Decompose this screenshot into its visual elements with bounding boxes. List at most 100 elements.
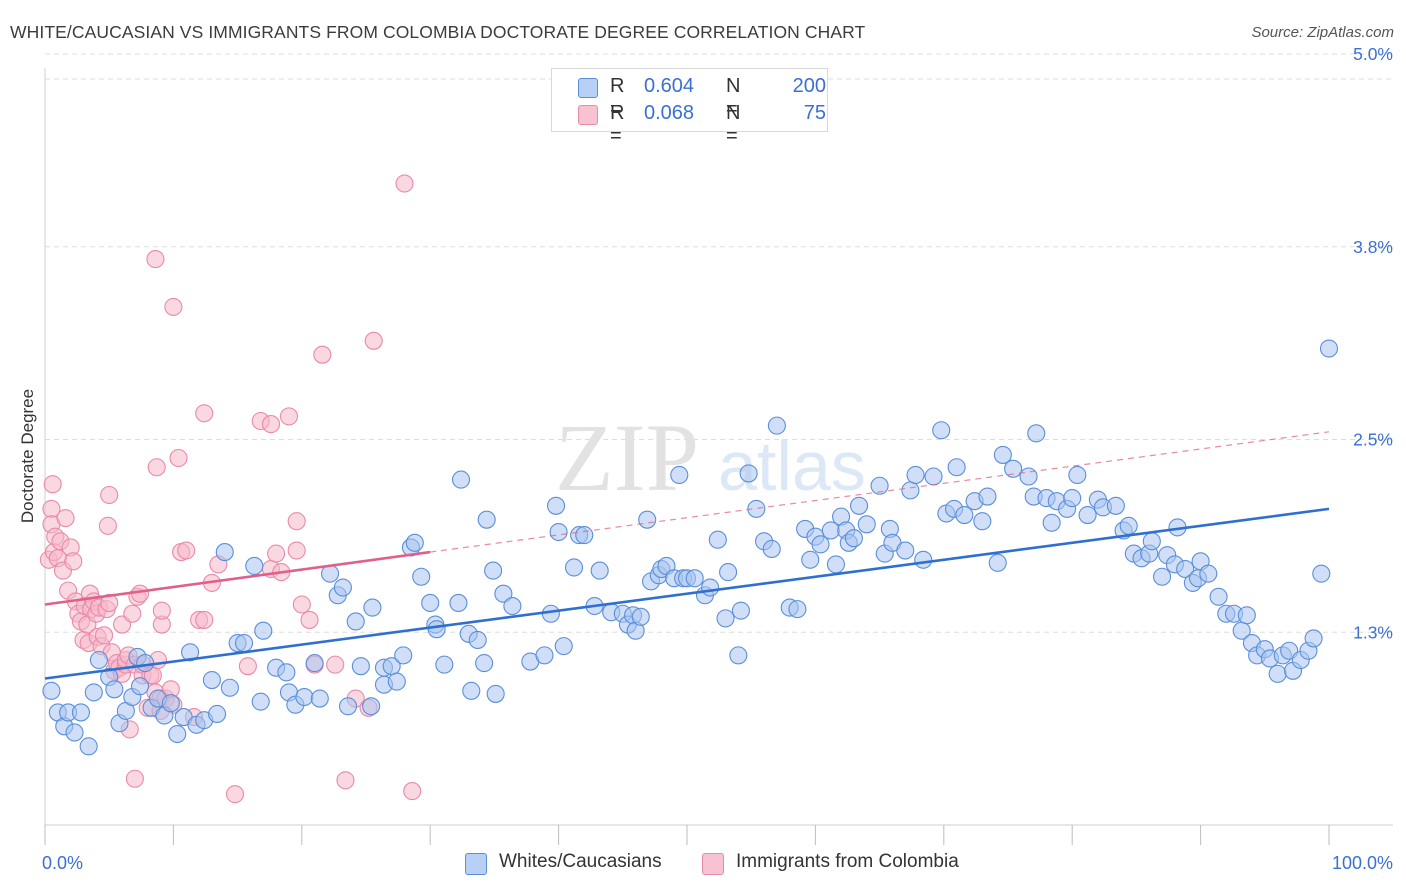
data-point-whites xyxy=(475,654,494,673)
legend-n-label: N = xyxy=(726,75,741,120)
legend-r-label: R = xyxy=(610,102,625,147)
data-point-immigrants xyxy=(177,541,196,560)
data-point-whites xyxy=(1078,506,1097,525)
data-point-whites xyxy=(1153,567,1172,586)
data-point-whites xyxy=(955,506,974,525)
data-point-whites xyxy=(1237,606,1256,625)
data-point-whites xyxy=(801,550,820,569)
chart-title: WHITE/CAUCASIAN VS IMMIGRANTS FROM COLOM… xyxy=(10,22,866,42)
data-point-whites xyxy=(451,470,471,489)
data-point-whites xyxy=(739,464,758,483)
tick-labels: 1.3% 2.5% 3.8% 5.0% 0.0% 100.0% xyxy=(42,44,1393,873)
y-tick-label: 5.0% xyxy=(1353,44,1393,64)
data-point-immigrants xyxy=(123,604,142,623)
y-tick-label: 2.5% xyxy=(1353,430,1393,450)
legend-n-label: N = xyxy=(726,102,741,147)
data-point-whites xyxy=(1268,664,1287,683)
data-point-whites xyxy=(762,539,781,559)
data-point-whites xyxy=(503,596,522,616)
data-point-whites xyxy=(575,526,594,545)
data-point-whites xyxy=(993,445,1012,464)
data-point-whites xyxy=(351,657,370,676)
data-point-immigrants xyxy=(261,415,281,434)
data-point-whites xyxy=(477,510,496,529)
data-point-immigrants xyxy=(98,516,117,535)
data-point-immigrants xyxy=(125,769,144,788)
data-point-whites xyxy=(1319,339,1339,358)
data-point-whites xyxy=(333,578,352,597)
data-point-whites xyxy=(1063,489,1082,508)
data-point-immigrants xyxy=(364,331,383,350)
data-point-whites xyxy=(590,561,609,580)
data-point-whites xyxy=(685,569,704,588)
data-point-whites xyxy=(394,646,413,665)
data-point-whites xyxy=(896,541,915,560)
data-point-whites xyxy=(79,737,98,756)
data-point-immigrants xyxy=(267,544,286,563)
legend-swatch-immigrants xyxy=(578,105,598,125)
bottom-legend-label-immigrants: Immigrants from Colombia xyxy=(736,851,959,872)
data-point-immigrants xyxy=(164,297,183,316)
legend-r-label: R = xyxy=(610,75,625,120)
data-point-whites xyxy=(346,612,365,631)
data-point-whites xyxy=(427,620,446,639)
data-point-whites xyxy=(71,703,91,722)
data-point-immigrants xyxy=(130,584,150,603)
data-point-whites xyxy=(462,681,481,700)
trend-line-immigrants-extension xyxy=(430,431,1330,553)
data-point-immigrants xyxy=(287,541,306,560)
data-point-immigrants xyxy=(169,448,188,468)
x-tick-label: 0.0% xyxy=(42,853,83,873)
bottom-legend-swatch-immigrants xyxy=(702,853,724,875)
data-point-whites xyxy=(844,529,863,548)
y-tick-label: 3.8% xyxy=(1353,237,1393,257)
data-point-whites xyxy=(468,630,487,650)
data-point-whites xyxy=(1312,564,1331,583)
data-point-whites xyxy=(1004,459,1023,478)
legend-n-value: 75 xyxy=(803,102,826,124)
data-point-whites xyxy=(1042,513,1061,532)
series-whites-points xyxy=(42,339,1339,756)
data-point-immigrants xyxy=(279,407,299,426)
trend-lines xyxy=(44,431,1330,680)
data-point-whites xyxy=(362,697,381,716)
data-point-whites xyxy=(914,550,933,569)
data-point-whites xyxy=(924,467,943,486)
data-point-immigrants xyxy=(225,785,245,804)
data-point-whites xyxy=(546,496,566,515)
data-point-whites xyxy=(181,643,200,662)
data-point-whites xyxy=(42,681,61,700)
data-point-immigrants xyxy=(95,626,114,645)
data-point-whites xyxy=(747,499,766,518)
data-point-whites xyxy=(549,522,568,542)
data-point-whites xyxy=(486,684,505,703)
data-point-whites xyxy=(234,633,254,653)
data-point-whites xyxy=(729,646,748,665)
legend-r-value: 0.068 xyxy=(644,102,695,124)
data-point-whites xyxy=(978,487,997,506)
data-point-whites xyxy=(554,637,573,656)
correlation-legend: R = 0.604 N = 200 R = 0.068 N = 75 xyxy=(551,68,828,147)
data-point-whites xyxy=(387,672,406,691)
data-point-immigrants xyxy=(313,345,332,364)
data-point-whites xyxy=(305,654,324,673)
data-point-whites xyxy=(254,621,273,640)
data-point-whites xyxy=(1119,516,1138,535)
data-point-whites xyxy=(701,578,720,597)
data-point-immigrants xyxy=(195,610,214,629)
data-point-immigrants xyxy=(336,771,355,790)
data-point-whites xyxy=(245,556,264,575)
data-point-immigrants xyxy=(64,552,83,571)
y-axis-label: Doctorate Degree xyxy=(18,389,37,523)
data-point-whites xyxy=(89,650,108,670)
data-point-whites xyxy=(484,561,503,580)
data-point-whites xyxy=(1142,532,1161,551)
bottom-legend-swatch-whites xyxy=(465,853,487,875)
data-point-whites xyxy=(1176,559,1195,579)
data-point-whites xyxy=(708,530,727,549)
data-point-whites xyxy=(161,694,180,713)
data-point-whites xyxy=(136,654,155,673)
data-point-whites xyxy=(535,646,554,665)
bottom-legend-label-whites: Whites/Caucasians xyxy=(499,851,662,872)
